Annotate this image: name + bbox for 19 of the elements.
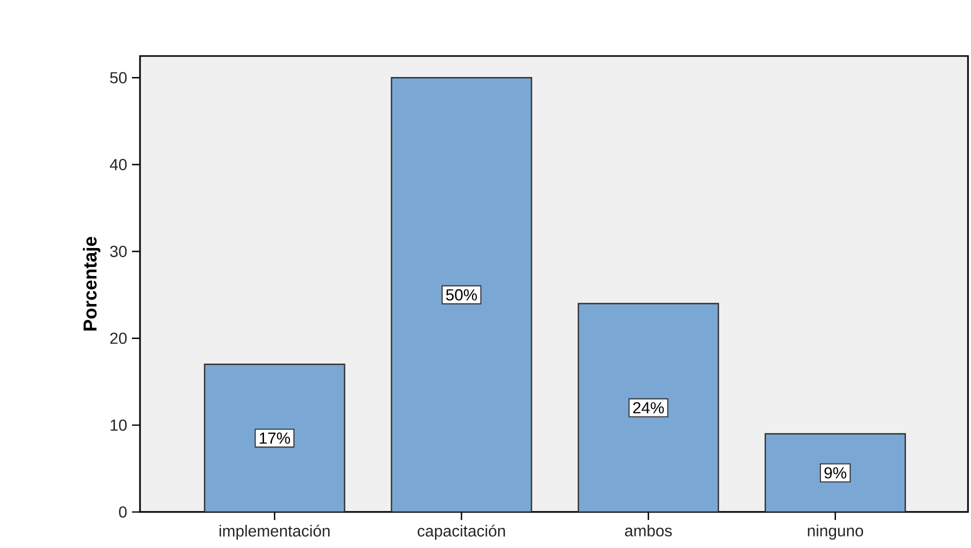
y-tick-label: 10 (110, 419, 127, 431)
bar (764, 433, 906, 512)
y-tick-label: 30 (110, 246, 127, 258)
bar (391, 78, 532, 512)
x-tick-label: implementación (220, 524, 330, 540)
x-tick-label: ninguno (808, 524, 864, 540)
bar (578, 302, 720, 512)
y-axis-title: Porcentaje (82, 236, 100, 330)
y-tick-label: 0 (119, 506, 127, 518)
y-tick-label: 20 (110, 332, 127, 344)
x-tick-label: ambos (625, 524, 672, 536)
data-label: 24% (633, 402, 664, 414)
y-tick-label: 40 (110, 158, 127, 170)
y-tick-label: 50 (110, 72, 127, 84)
data-label: 9% (824, 467, 846, 479)
bar (204, 364, 346, 512)
x-tick-label: capacitación (418, 524, 505, 540)
data-label: 50% (446, 289, 477, 300)
data-label: 17% (260, 432, 290, 444)
